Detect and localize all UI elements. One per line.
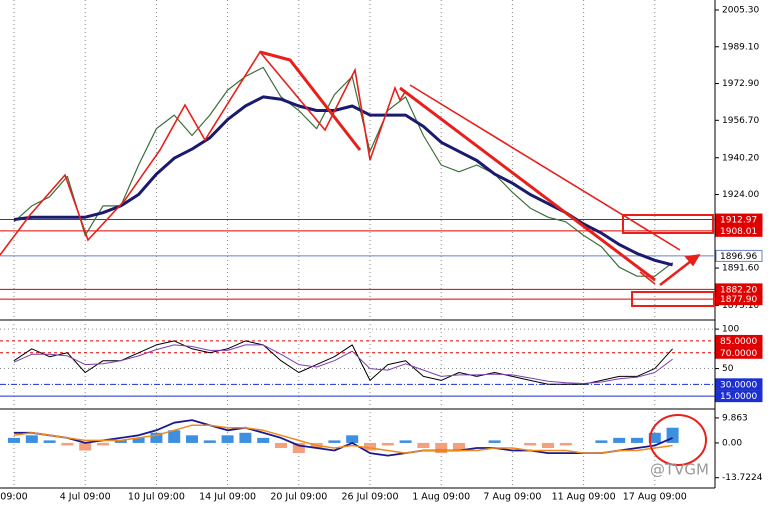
histogram-bar — [399, 440, 412, 443]
histogram-bar — [381, 442, 394, 446]
level-label: 15.0000 — [720, 392, 757, 402]
histogram-bar — [346, 435, 359, 443]
level-label: 70.0000 — [720, 349, 757, 359]
y-tick-label: 2005.30 — [722, 5, 759, 15]
y-tick-label: 1875.10 — [722, 301, 759, 311]
level-label-box — [715, 224, 763, 237]
histogram-bar — [8, 437, 20, 443]
zone-box — [631, 291, 715, 307]
histogram-bar — [275, 442, 287, 448]
x-tick-label: 14 Jul 09:00 — [199, 492, 256, 503]
histogram-bar — [328, 440, 341, 443]
level-label: 30.0000 — [720, 380, 757, 390]
zigzag — [0, 50, 406, 256]
level-label: 85.0000 — [720, 337, 757, 347]
histogram-bar — [631, 437, 643, 443]
histogram-bar — [364, 442, 376, 451]
annotations — [0, 50, 715, 466]
y-tick-label: -13.7224 — [722, 473, 763, 483]
histogram-bar — [114, 440, 127, 443]
level-label: 1882.20 — [720, 285, 757, 295]
histogram-bar — [239, 432, 252, 443]
histogram-bar — [595, 440, 608, 443]
histogram-bar — [648, 432, 661, 443]
level-label-box — [715, 390, 763, 403]
x-tick-label: 26 Jul 09:00 — [342, 492, 399, 503]
y-tick-label: 1940.20 — [722, 153, 759, 163]
y-tick-label: 1891.60 — [722, 264, 759, 274]
series-line — [13, 344, 673, 384]
x-tick-label: 09:00 — [0, 492, 27, 503]
series-line — [13, 66, 673, 277]
x-tick-label: 7 Aug 09:00 — [483, 492, 541, 503]
histogram-bar — [150, 432, 163, 443]
histogram-bar — [417, 442, 430, 448]
x-tick-label: 20 Jul 09:00 — [270, 492, 327, 503]
level-label: 1912.97 — [720, 216, 757, 226]
histogram-bar — [292, 442, 305, 454]
histogram-bar — [435, 442, 448, 454]
histogram-bar — [257, 437, 270, 443]
histogram-bar — [613, 437, 626, 443]
highlight-circle — [649, 414, 707, 466]
y-tick-label: 0.00 — [722, 438, 742, 448]
histogram-bar — [168, 430, 181, 443]
histogram-bar — [453, 442, 465, 451]
histogram-bar — [79, 442, 92, 451]
level-label-box — [715, 346, 763, 359]
y-tick-label: 1989.10 — [722, 42, 759, 52]
channel — [409, 84, 681, 251]
zigzag — [259, 50, 362, 151]
series-line — [13, 424, 673, 454]
x-tick-label: 10 Jul 09:00 — [128, 492, 185, 503]
level-label-box — [715, 293, 763, 306]
histogram-bar — [132, 437, 145, 443]
level-label-box — [715, 334, 763, 347]
level-label-box — [715, 249, 763, 262]
histogram-bar — [61, 442, 74, 446]
y-tick-label: 100 — [722, 325, 739, 335]
y-tick-label: 1924.00 — [722, 190, 759, 200]
histogram-bar — [203, 440, 216, 443]
histogram-bar — [559, 442, 572, 446]
x-tick-label: 1 Aug 09:00 — [412, 492, 470, 503]
arrowhead — [639, 271, 656, 285]
y-tick-label: 1972.90 — [722, 79, 759, 89]
trend-arrow — [399, 86, 656, 282]
watermark: @TVGM — [650, 461, 709, 479]
histogram-bar — [488, 440, 501, 443]
histogram-bar — [542, 442, 554, 448]
y-tick-label: 1956.70 — [722, 116, 759, 126]
histogram-bar — [25, 435, 38, 443]
level-label: 1896.96 — [720, 252, 757, 262]
y-tick-label: 50 — [722, 364, 734, 374]
level-label: 1877.90 — [720, 295, 757, 305]
histogram-bar — [43, 440, 56, 443]
level-label: 1908.01 — [720, 227, 757, 237]
histogram-bar — [524, 442, 537, 446]
level-label-box — [715, 378, 763, 391]
up-arrow — [659, 257, 696, 286]
histogram-bar — [221, 435, 234, 443]
x-tick-label: 17 Aug 09:00 — [623, 492, 687, 503]
y-tick-label: 9.863 — [722, 413, 748, 423]
zone-box — [622, 214, 714, 234]
x-tick-label: 4 Jul 09:00 — [60, 492, 111, 503]
arrowhead — [684, 253, 701, 267]
histogram-bar — [186, 435, 198, 443]
x-tick-label: 11 Aug 09:00 — [552, 492, 616, 503]
histogram-bar — [97, 442, 109, 446]
